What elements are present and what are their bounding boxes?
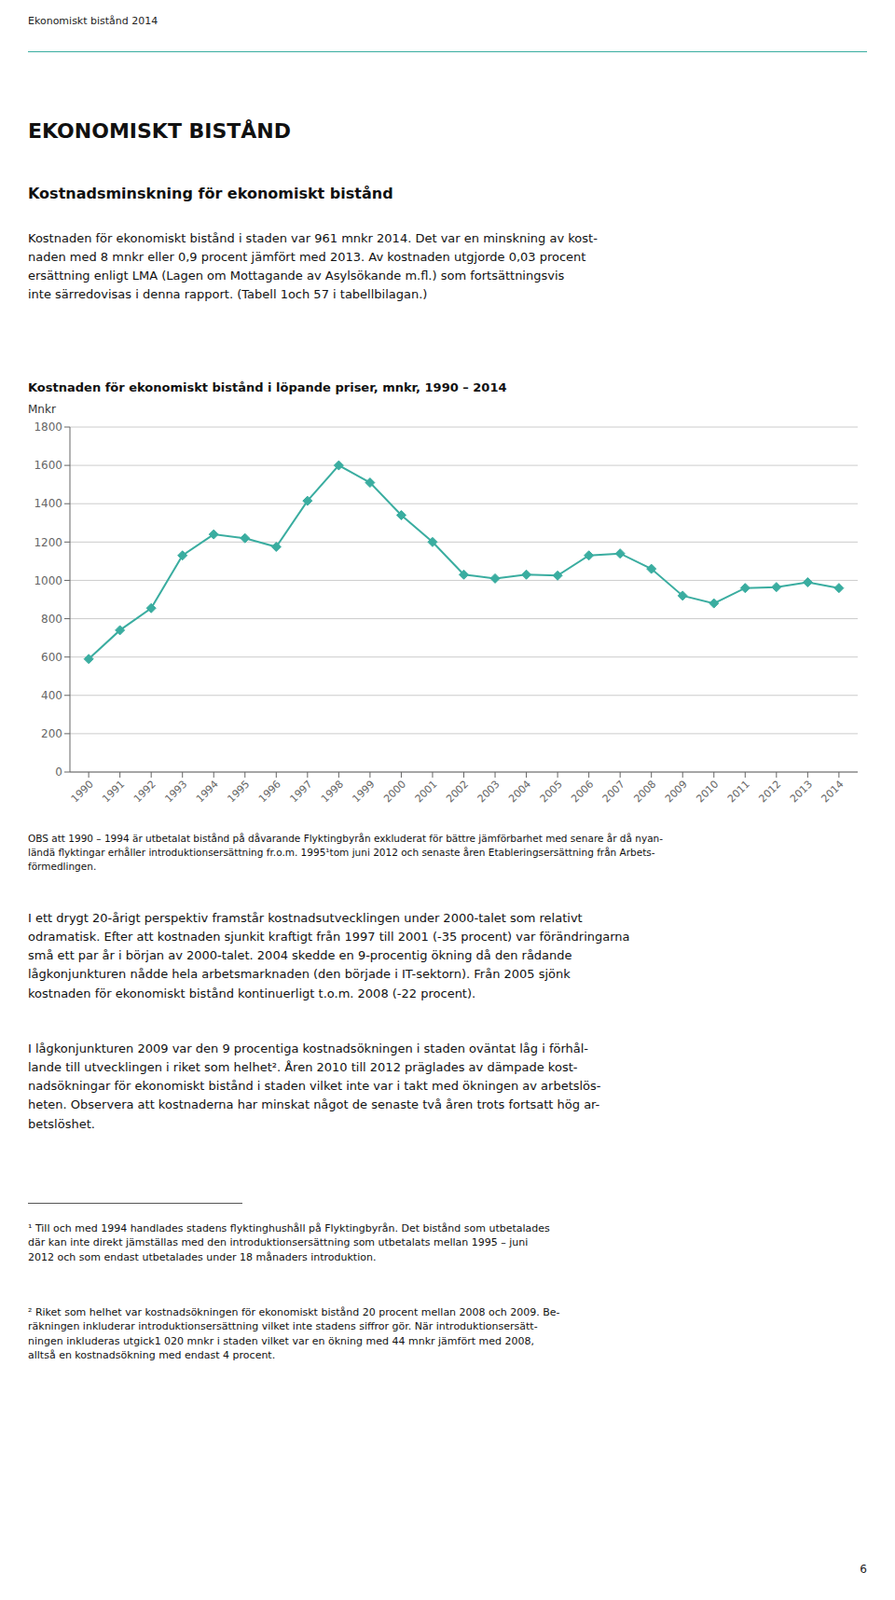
svg-text:2000: 2000 [381,777,409,805]
svg-text:1400: 1400 [33,496,63,510]
html-text:Kostnaden för ekonomiskt bistå: Kostnaden för ekonomiskt bistånd i löpan… [27,380,507,395]
html-text:6: 6 [859,1562,868,1576]
svg-text:2001: 2001 [413,777,441,805]
svg-text:2005: 2005 [537,777,565,805]
svg-text:200: 200 [41,727,63,741]
html-text:Mnkr: Mnkr [27,402,56,416]
html-text:I ett drygt 20-årigt perspekti: I ett drygt 20-årigt perspektiv framstår… [27,910,630,1000]
svg-text:2004: 2004 [506,777,534,805]
html-text:Kostnadsminskning för ekonomis: Kostnadsminskning för ekonomiskt bistånd [27,184,394,203]
html-text:I lågkonjunkturen 2009 var den: I lågkonjunkturen 2009 var den 9 procent… [27,1041,601,1131]
html-text:¹ Till och med 1994 handlades: ¹ Till och med 1994 handlades stadens fl… [27,1222,550,1264]
svg-text:2002: 2002 [443,777,471,805]
svg-text:2003: 2003 [475,777,503,805]
svg-text:1994: 1994 [193,777,221,805]
svg-text:2006: 2006 [568,777,596,805]
html-text:Kostnaden för ekonomiskt bistå: Kostnaden för ekonomiskt bistånd i stade… [27,231,598,302]
svg-text:2010: 2010 [693,777,721,805]
svg-text:2007: 2007 [600,777,628,805]
svg-text:2011: 2011 [725,777,753,805]
svg-text:2012: 2012 [756,777,784,805]
svg-text:1995: 1995 [224,777,252,805]
svg-text:2009: 2009 [662,777,690,805]
svg-text:400: 400 [41,688,63,703]
html-text:² Riket som helhet var kostnad: ² Riket som helhet var kostnadsökningen … [27,1306,560,1362]
svg-text:800: 800 [41,612,63,626]
svg-text:1997: 1997 [287,777,315,805]
svg-text:1600: 1600 [33,458,63,472]
svg-text:1991: 1991 [99,777,127,805]
svg-text:600: 600 [41,650,63,664]
svg-text:2008: 2008 [631,777,659,805]
svg-text:1000: 1000 [33,574,63,588]
svg-text:1993: 1993 [162,777,190,805]
svg-text:2014: 2014 [819,777,847,805]
svg-text:1990: 1990 [68,777,97,805]
svg-text:1999: 1999 [350,777,378,805]
svg-text:2013: 2013 [787,777,815,805]
svg-text:1998: 1998 [318,777,346,805]
svg-text:1996: 1996 [256,777,284,805]
svg-text:1992: 1992 [131,777,159,805]
html-text:Ekonomiskt bistånd 2014: Ekonomiskt bistånd 2014 [27,14,158,28]
svg-text:0: 0 [55,765,63,779]
svg-text:1800: 1800 [33,420,63,434]
html-text:OBS att 1990 – 1994 är utbetal: OBS att 1990 – 1994 är utbetalat bistånd… [27,832,663,873]
svg-text:1200: 1200 [33,536,63,550]
html-text:EKONOMISKT BISTÅND: EKONOMISKT BISTÅND [27,119,291,143]
